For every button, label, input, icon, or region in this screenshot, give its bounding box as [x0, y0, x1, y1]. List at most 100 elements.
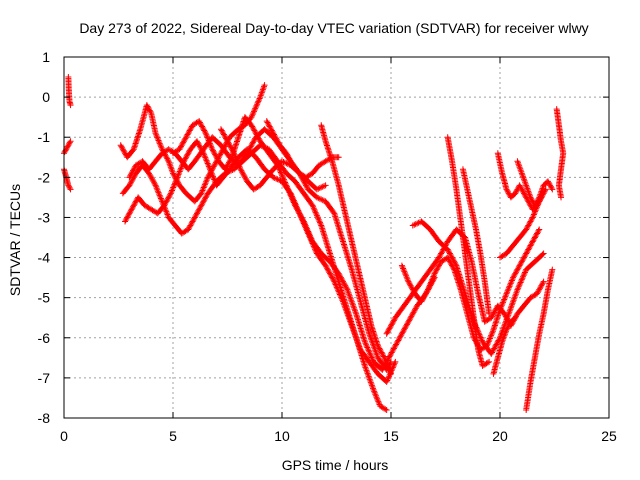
- data-point: [418, 298, 425, 305]
- data-point: [130, 146, 137, 153]
- data-point: [475, 346, 482, 353]
- data-point: [132, 162, 139, 169]
- data-point: [174, 174, 181, 181]
- series-markers: [171, 115, 437, 372]
- data-point: [148, 206, 155, 213]
- plot-frame: [63, 56, 610, 419]
- data-point: [340, 238, 347, 245]
- x-tick-label: 20: [492, 428, 508, 444]
- data-point: [65, 74, 72, 81]
- data-point: [189, 122, 196, 129]
- data-point: [392, 314, 399, 321]
- data-point: [220, 174, 227, 181]
- data-point: [507, 318, 514, 325]
- data-point: [466, 282, 473, 289]
- data-point: [170, 150, 176, 157]
- data-point: [549, 186, 556, 193]
- data-point: [300, 218, 307, 225]
- data-point: [527, 294, 534, 301]
- data-point: [231, 150, 238, 157]
- data-point: [178, 230, 185, 237]
- data-point: [361, 338, 368, 345]
- y-tick-label: -4: [38, 250, 51, 266]
- data-point: [344, 286, 351, 293]
- data-point: [261, 126, 268, 133]
- data-point: [183, 134, 190, 141]
- data-point: [283, 170, 290, 177]
- y-tick-label: -6: [38, 330, 51, 346]
- data-point: [361, 362, 368, 369]
- data-point: [119, 190, 126, 197]
- data-point: [555, 122, 562, 129]
- y-tick-label: -1: [38, 129, 51, 145]
- chart-title: Day 273 of 2022, Sidereal Day-to-day VTE…: [79, 20, 588, 36]
- data-point: [503, 250, 510, 257]
- data-point: [481, 318, 488, 325]
- data-point: [453, 186, 460, 193]
- data-point: [209, 146, 216, 153]
- data-point: [198, 190, 205, 197]
- series-9: [217, 126, 329, 193]
- series-22: [553, 106, 567, 201]
- data-point: [305, 186, 312, 193]
- series-15: [444, 134, 493, 369]
- data-point: [462, 290, 469, 297]
- data-point: [237, 166, 244, 173]
- data-point: [335, 154, 342, 161]
- data-point: [217, 142, 224, 149]
- data-point: [540, 182, 547, 189]
- data-point: [503, 326, 510, 333]
- data-point: [503, 290, 510, 297]
- data-point: [379, 366, 386, 373]
- series-21: [490, 314, 519, 377]
- data-point: [302, 174, 309, 181]
- data-point: [449, 158, 456, 165]
- data-point: [534, 290, 541, 297]
- data-point: [459, 166, 466, 173]
- data-point: [200, 146, 207, 153]
- data-point: [340, 298, 347, 305]
- data-point: [126, 174, 133, 181]
- data-point: [329, 158, 336, 165]
- x-tick-label: 25: [601, 428, 617, 444]
- data-point: [165, 146, 172, 153]
- series-10: [263, 118, 342, 181]
- data-point: [193, 138, 200, 145]
- y-tick-label: -5: [38, 290, 51, 306]
- data-point: [531, 354, 538, 361]
- data-point: [425, 286, 432, 293]
- data-point: [494, 302, 501, 309]
- data-point: [257, 94, 264, 101]
- series-markers: [61, 167, 73, 191]
- data-point: [473, 226, 480, 233]
- y-tick-label: -7: [38, 370, 51, 386]
- data-point: [244, 150, 251, 157]
- data-point: [335, 270, 342, 277]
- data-point: [475, 290, 482, 297]
- data-point: [67, 186, 74, 193]
- data-point: [409, 222, 416, 229]
- data-point: [154, 210, 161, 217]
- data-point: [283, 150, 290, 157]
- data-point: [137, 126, 144, 133]
- y-tick-label: -2: [38, 169, 51, 185]
- data-point: [368, 322, 375, 329]
- data-point: [435, 254, 442, 261]
- data-point: [486, 310, 493, 317]
- data-point: [191, 198, 198, 205]
- data-point: [183, 190, 190, 197]
- y-tick-label: -3: [38, 209, 51, 225]
- data-point: [479, 362, 486, 369]
- data-point: [540, 250, 547, 257]
- data-point: [152, 182, 159, 189]
- data-point: [198, 202, 205, 209]
- data-point: [477, 250, 484, 257]
- series-markers: [264, 119, 341, 180]
- data-point: [457, 218, 464, 225]
- data-point: [143, 102, 150, 109]
- data-point: [377, 402, 384, 409]
- series-markers: [498, 187, 549, 260]
- data-point: [204, 190, 211, 197]
- data-point: [322, 158, 329, 165]
- data-point: [252, 154, 259, 161]
